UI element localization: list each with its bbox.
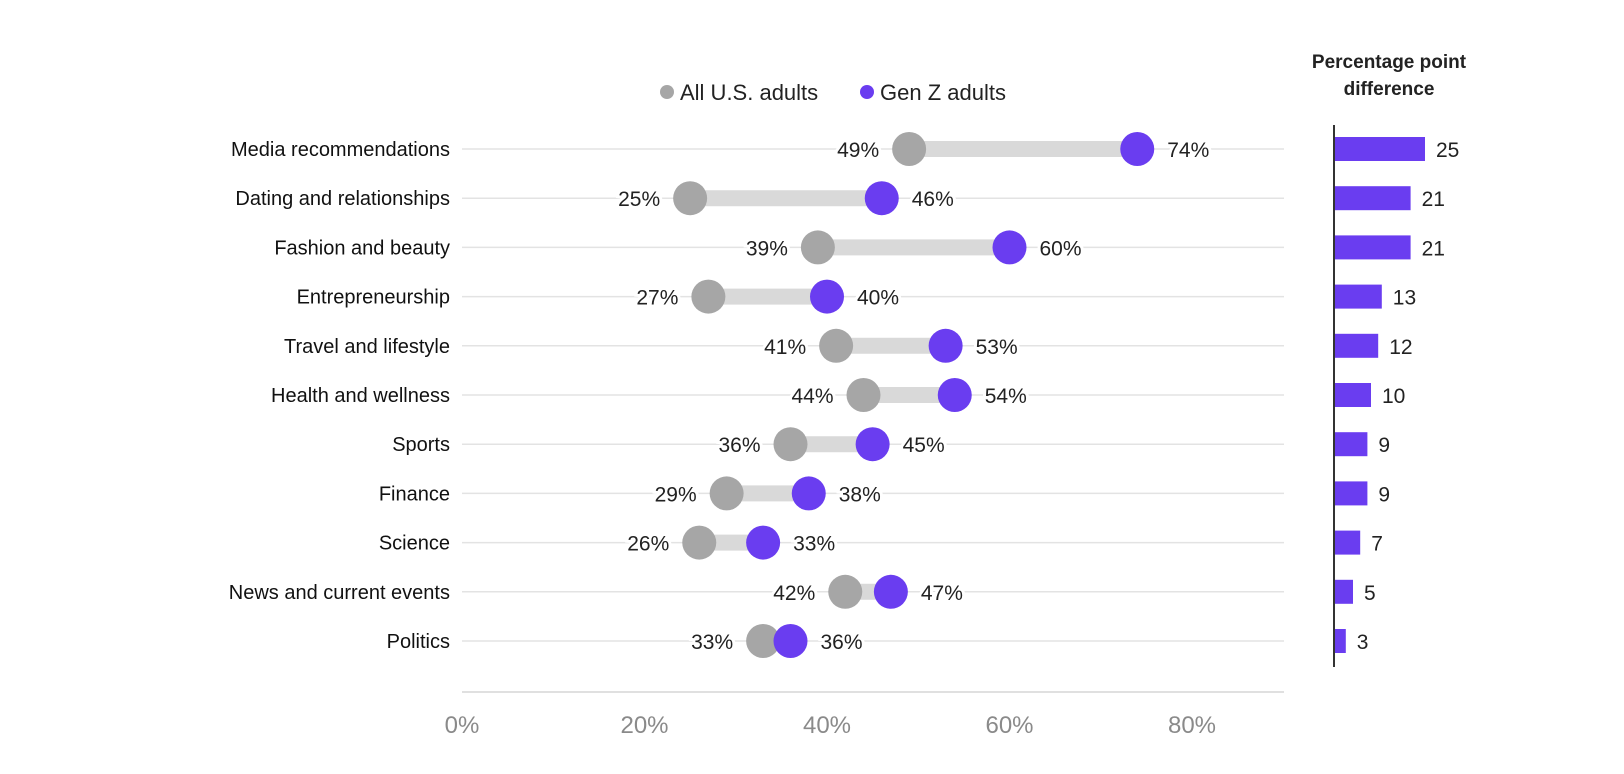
value-label-gen-z-news-and-current-events: 47% [921,582,963,605]
diff-bar-news-and-current-events [1335,579,1353,604]
category-label-travel-and-lifestyle: Travel and lifestyle [284,336,450,358]
x-tick-label: 60% [985,712,1033,739]
dot-gen-z-entrepreneurship [810,279,844,314]
value-label-all-adults-sports: 36% [718,434,760,457]
legend-swatch-gen-z [860,85,874,99]
legend-label-gen-z: Gen Z adults [880,80,1006,105]
x-tick-label: 20% [620,712,668,739]
value-label-gen-z-politics: 36% [821,631,863,654]
value-label-gen-z-science: 33% [793,533,835,556]
value-label-all-adults-politics: 33% [691,631,733,654]
value-labels: 49% 74% 25% 46% 39% 60% 27% 40% 41% 53% 44% 54% 36% 4… [615,136,1212,657]
dot-gen-z-dating-and-relationships [864,181,899,216]
value-label-all-adults-health-and-wellness: 44% [791,385,833,408]
value-label-gen-z-dating-and-relationships: 46% [912,188,954,211]
category-label-entrepreneurship: Entrepreneurship [297,287,450,309]
diff-bar-health-and-wellness [1335,383,1371,407]
dot-all-adults-travel-and-lifestyle [819,328,854,363]
category-label-media-recommendations: Media recommendations [231,139,450,161]
diff-bar-politics [1335,629,1346,653]
diff-bar-science [1335,530,1361,555]
diff-label-travel-and-lifestyle: 12 [1389,336,1412,359]
value-label-gen-z-media-recommendations: 74% [1167,139,1209,162]
dot-gen-z-fashion-and-beauty [992,230,1027,265]
diff-bar-dating-and-relationships [1335,186,1411,211]
difference-panel: Percentage point difference 25 21 21 13 12 10 9… [1312,52,1467,667]
dot-all-adults-politics [746,624,781,658]
dot-all-adults-finance [709,476,744,511]
dot-gen-z-health-and-wellness [937,378,972,412]
value-label-all-adults-fashion-and-beauty: 39% [746,237,788,260]
diff-label-news-and-current-events: 5 [1364,582,1376,605]
diff-label-finance: 9 [1378,483,1390,506]
diff-label-entrepreneurship: 13 [1393,287,1416,310]
category-label-science: Science [379,533,450,555]
legend: All U.S. adults Gen Z adults [660,80,1006,105]
diff-label-fashion-and-beauty: 21 [1422,237,1445,260]
value-label-all-adults-finance: 29% [655,483,697,506]
dot-all-adults-dating-and-relationships [673,181,708,216]
category-label-sports: Sports [392,434,450,456]
dot-gen-z-finance [791,476,826,511]
value-label-gen-z-finance: 38% [839,483,881,506]
dot-gen-z-news-and-current-events [873,574,908,609]
dots [673,132,1155,658]
category-label-news-and-current-events: News and current events [229,582,450,604]
diff-label-media-recommendations: 25 [1436,139,1459,162]
diff-bar-fashion-and-beauty [1335,235,1411,260]
category-label-fashion-and-beauty: Fashion and beauty [274,237,450,259]
diff-bar-entrepreneurship [1335,284,1382,309]
category-label-health-and-wellness: Health and wellness [271,385,450,407]
legend-swatch-all-adults [660,85,674,99]
value-label-gen-z-health-and-wellness: 54% [985,385,1027,408]
value-label-all-adults-entrepreneurship: 27% [636,287,678,310]
value-label-gen-z-fashion-and-beauty: 60% [1040,237,1082,260]
diff-label-sports: 9 [1378,434,1390,457]
value-label-gen-z-entrepreneurship: 40% [857,287,899,310]
x-tick-label: 0% [445,712,480,739]
dot-gen-z-media-recommendations [1120,132,1155,166]
diff-bar-sports [1335,432,1368,457]
diff-label-health-and-wellness: 10 [1382,385,1405,408]
dot-all-adults-sports [773,427,808,462]
diff-bar-travel-and-lifestyle [1335,333,1379,358]
x-tick-label: 80% [1168,712,1216,739]
legend-label-all-adults: All U.S. adults [680,80,818,105]
value-label-gen-z-sports: 45% [903,434,945,457]
diff-bar-finance [1335,481,1368,506]
category-label-politics: Politics [387,631,450,653]
dot-gen-z-sports [855,427,890,462]
dot-all-adults-science [682,525,717,560]
dot-all-adults-health-and-wellness [846,378,881,412]
value-label-all-adults-news-and-current-events: 42% [773,582,815,605]
dot-all-adults-media-recommendations [892,132,927,166]
x-axis: 0% 20% 40% 60% 80% [445,691,1284,739]
dot-all-adults-news-and-current-events [828,574,863,609]
category-label-finance: Finance [379,483,450,505]
diff-bar-media-recommendations [1335,137,1425,161]
diff-label-science: 7 [1371,533,1383,556]
dot-gen-z-science [746,525,781,560]
x-tick-label: 40% [803,712,851,739]
panel-title: Percentage point difference [1312,52,1467,100]
value-label-all-adults-travel-and-lifestyle: 41% [764,336,806,359]
dot-all-adults-entrepreneurship [691,279,726,314]
dot-gen-z-politics [773,624,808,658]
dot-gen-z-travel-and-lifestyle [928,328,963,363]
diff-label-politics: 3 [1357,631,1369,654]
value-label-all-adults-media-recommendations: 49% [837,139,879,162]
value-label-all-adults-dating-and-relationships: 25% [618,188,660,211]
diff-label-dating-and-relationships: 21 [1422,188,1445,211]
value-label-all-adults-science: 26% [627,533,669,556]
category-label-dating-and-relationships: Dating and relationships [235,188,450,210]
value-label-gen-z-travel-and-lifestyle: 53% [976,336,1018,359]
category-labels: Media recommendations Dating and relation… [229,139,450,653]
dot-all-adults-fashion-and-beauty [800,230,835,265]
